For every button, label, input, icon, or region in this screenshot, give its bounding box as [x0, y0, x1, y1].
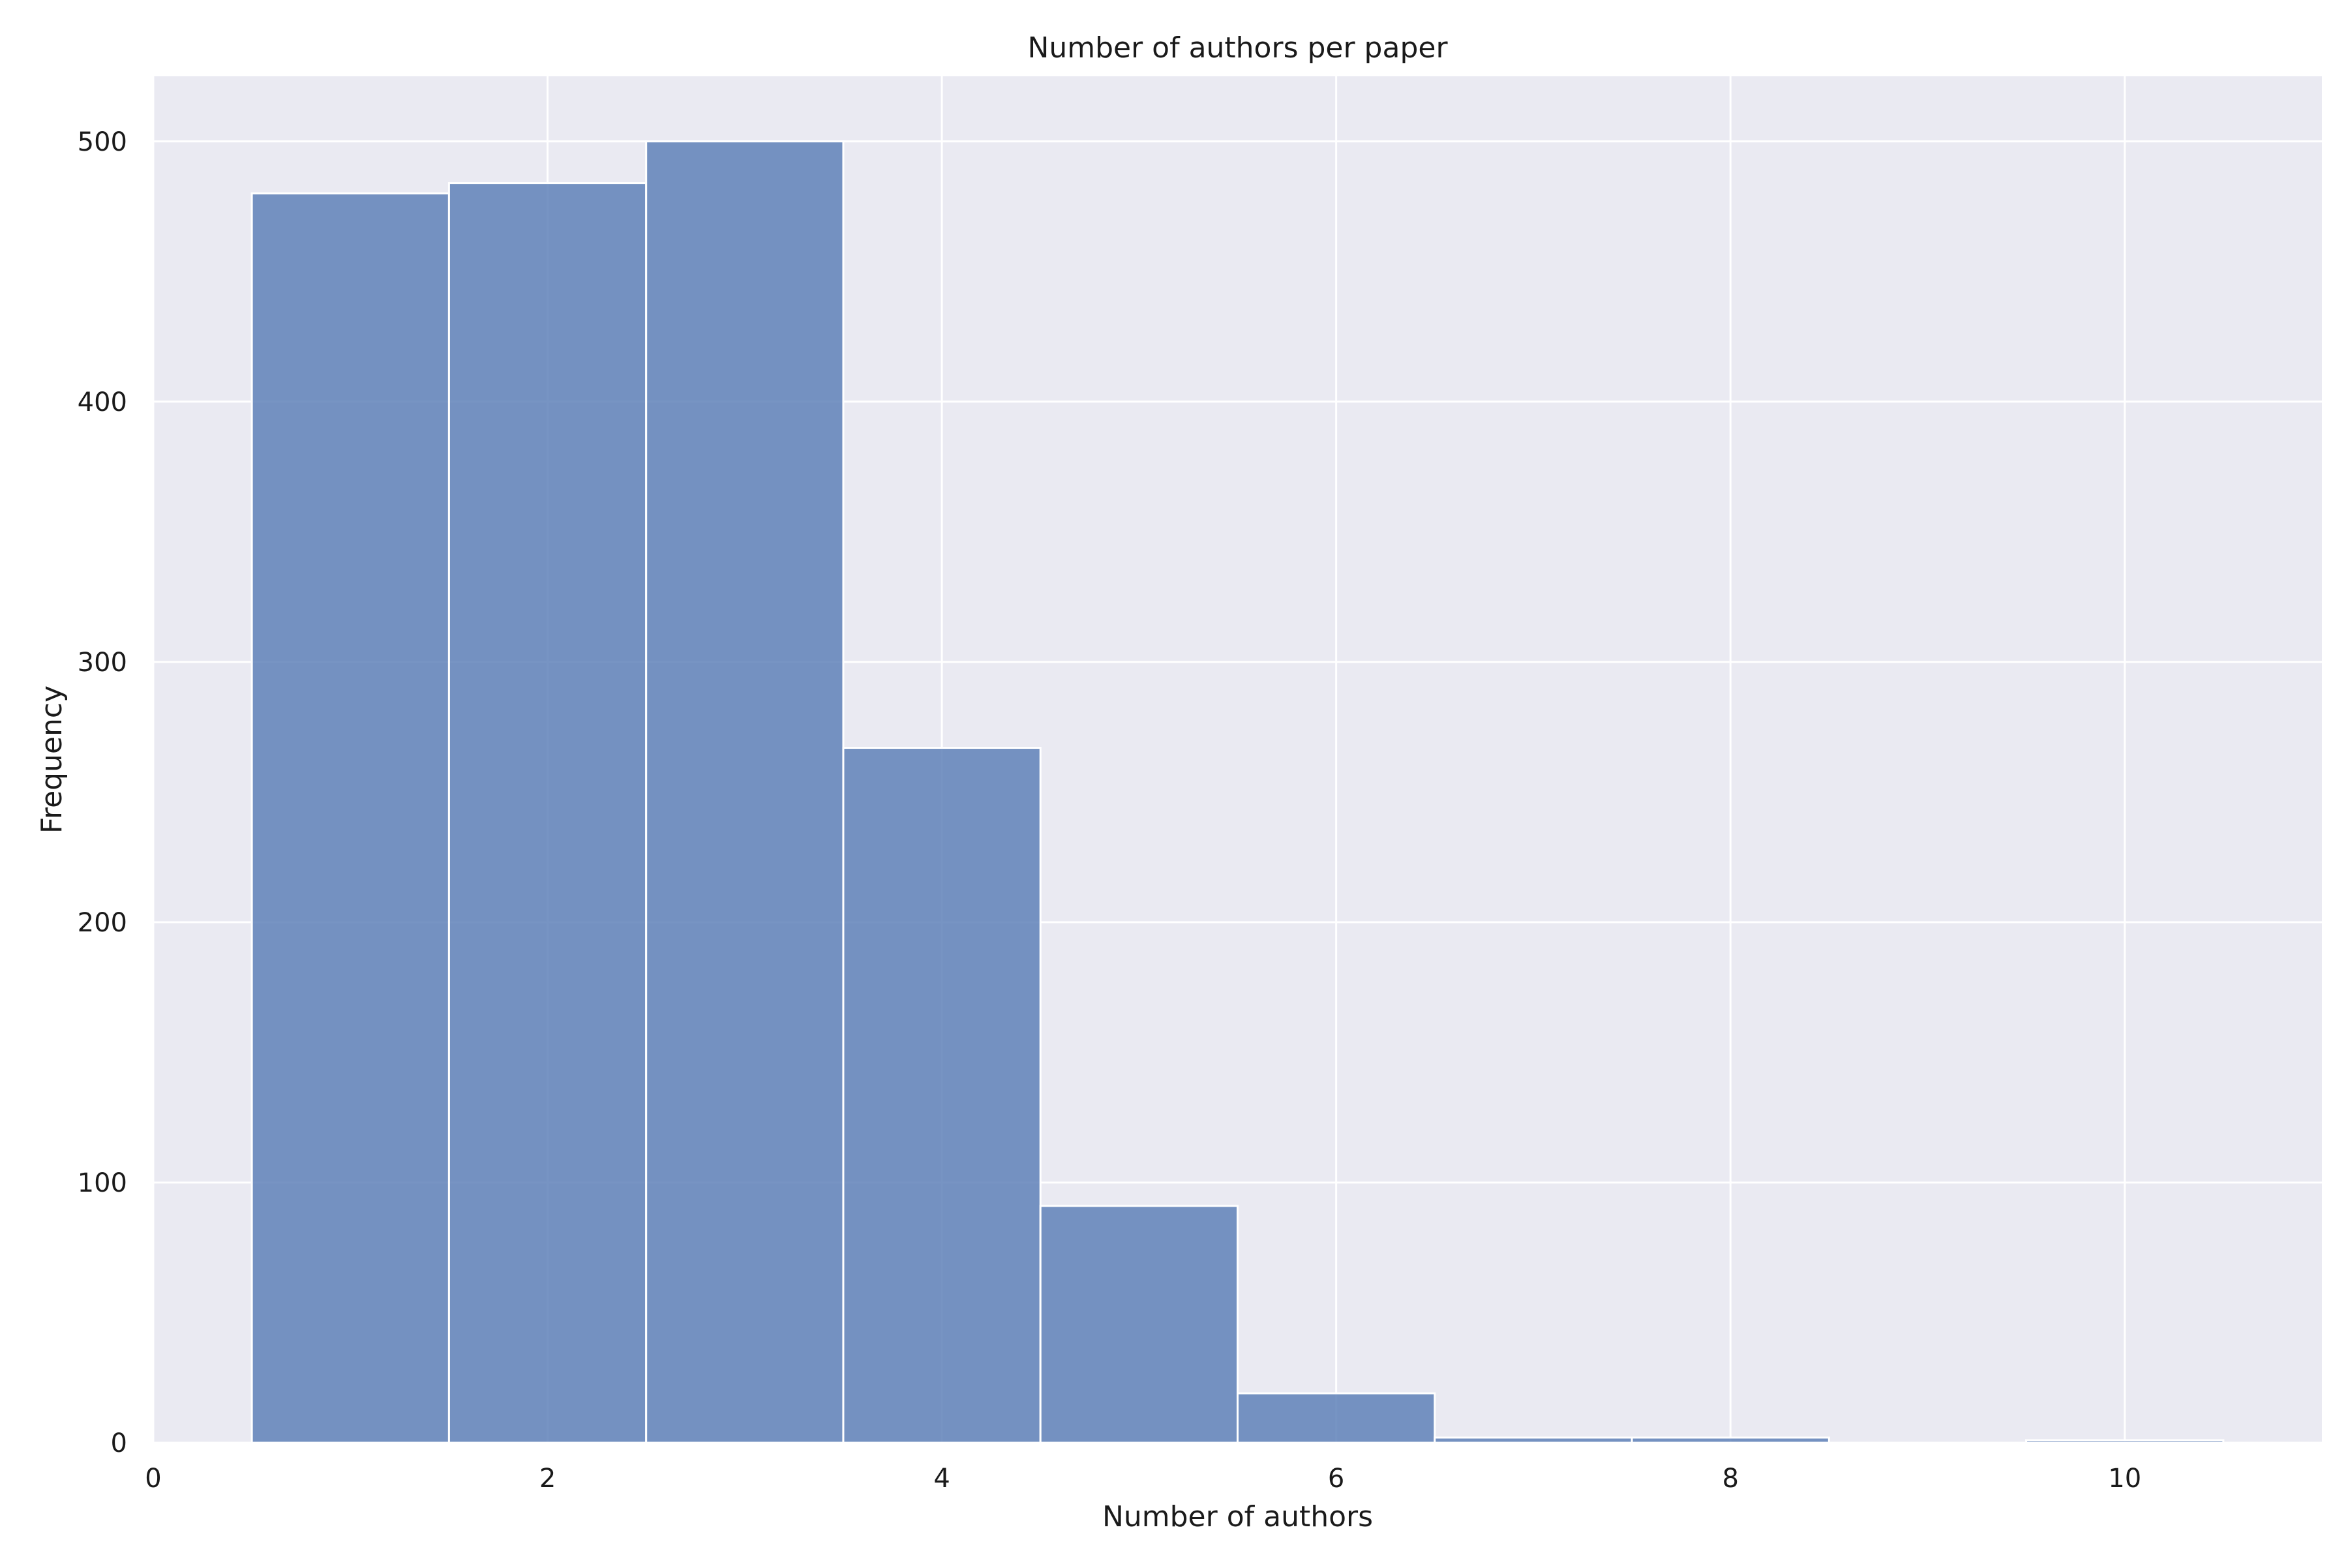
y-tick-label: 300	[78, 648, 127, 678]
y-tick-label: 500	[78, 127, 127, 157]
histogram-bars	[250, 140, 2225, 1444]
histogram-bar	[2025, 1439, 2225, 1444]
y-axis-label: Frequency	[35, 686, 68, 834]
x-tick-label: 2	[539, 1464, 556, 1494]
x-tick-label: 10	[2108, 1464, 2141, 1494]
chart-title: Number of authors per paper	[1027, 31, 1448, 65]
x-axis-label: Number of authors	[1102, 1500, 1373, 1533]
histogram-bar	[1434, 1436, 1633, 1444]
histogram-bar	[447, 182, 648, 1444]
y-tick-label: 100	[78, 1168, 127, 1198]
y-tick-label: 200	[78, 908, 127, 938]
x-axis-ticks: 0 2 4 6 8 10	[145, 1464, 2141, 1494]
histogram-bar	[1631, 1436, 1830, 1444]
histogram-bar	[842, 747, 1042, 1444]
x-tick-label: 0	[145, 1464, 161, 1494]
y-tick-label: 400	[78, 387, 127, 417]
y-axis-ticks: 0 100 200 300 400 500	[78, 127, 127, 1458]
histogram-bar	[645, 140, 845, 1444]
histogram-bar	[250, 192, 450, 1444]
histogram-bar	[1237, 1392, 1436, 1444]
y-tick-label: 0	[111, 1428, 127, 1458]
x-tick-label: 6	[1328, 1464, 1344, 1494]
histogram-bar	[1039, 1205, 1239, 1444]
x-tick-label: 4	[933, 1464, 950, 1494]
x-tick-label: 8	[1722, 1464, 1738, 1494]
